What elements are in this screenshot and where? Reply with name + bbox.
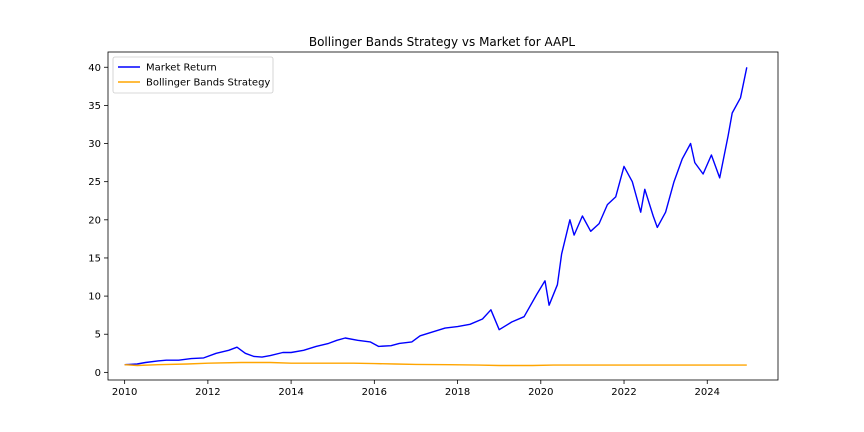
- legend-box: [112, 56, 274, 94]
- x-axis: 2010 2012 2014 2016 2018 2020 2022 2024: [112, 380, 720, 398]
- y-tick-label: 35: [88, 101, 101, 112]
- series-line-1: [124, 361, 747, 367]
- x-tick-label: 2024: [695, 387, 720, 398]
- y-axis: 0 5 10 15 20 25 30 35 40: [88, 63, 108, 379]
- y-tick-label: 0: [95, 368, 101, 379]
- x-tick-label: 2022: [611, 387, 636, 398]
- y-tick-label: 40: [88, 63, 101, 74]
- x-tick-label: 2018: [445, 387, 470, 398]
- y-tick-label: 5: [95, 330, 101, 341]
- series-line-0: [124, 67, 748, 366]
- x-tick-label: 2010: [112, 387, 137, 398]
- x-tick-label: 2016: [362, 387, 387, 398]
- y-tick-label: 30: [88, 139, 101, 150]
- y-tick-label: 10: [88, 292, 101, 303]
- legend-label-0: Market Return: [146, 63, 217, 74]
- chart-title: Bollinger Bands Strategy vs Market for A…: [309, 35, 576, 49]
- y-tick-label: 20: [88, 215, 101, 226]
- legend-label-1: Bollinger Bands Strategy: [146, 78, 270, 89]
- legend: Market Return Bollinger Bands Strategy: [112, 56, 274, 94]
- x-tick-label: 2020: [528, 387, 553, 398]
- plot-area: [107, 51, 779, 381]
- plot-frame: [107, 51, 779, 381]
- series-group: [124, 67, 748, 367]
- x-tick-label: 2014: [278, 387, 303, 398]
- y-tick-label: 25: [88, 177, 101, 188]
- x-tick-label: 2012: [195, 387, 220, 398]
- y-tick-label: 15: [88, 253, 101, 264]
